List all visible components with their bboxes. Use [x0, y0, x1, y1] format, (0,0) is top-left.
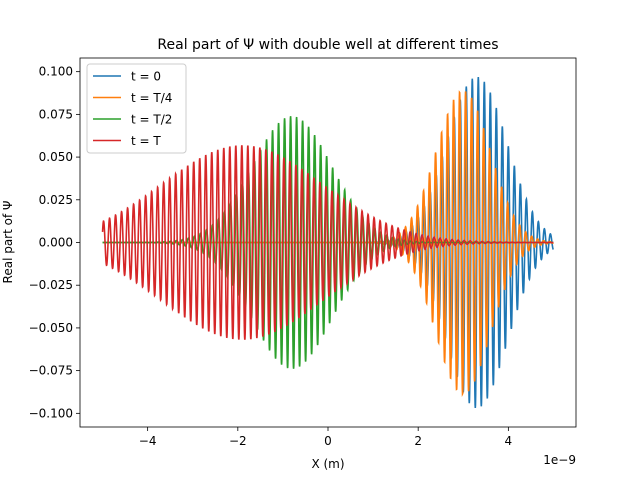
plot-lines: [101, 76, 554, 409]
x-tick-label: 2: [414, 434, 422, 448]
x-axis-ticks: −4 −2 0 2 4: [139, 427, 512, 448]
legend-label: t = T/2: [131, 113, 172, 127]
x-tick-label: −4: [139, 434, 157, 448]
series-line-4: [101, 145, 554, 340]
y-tick-label: 0.100: [39, 65, 73, 79]
y-tick-label: 0.025: [39, 193, 73, 207]
y-tick-label: 0.075: [39, 107, 73, 121]
x-offset-label: 1e−9: [543, 453, 576, 467]
x-tick-label: −2: [229, 434, 247, 448]
legend-label: t = 0: [131, 70, 161, 84]
x-tick-label: 4: [505, 434, 513, 448]
y-tick-label: 0.050: [39, 150, 73, 164]
y-tick-label: −0.075: [29, 364, 73, 378]
x-tick-label: 0: [324, 434, 332, 448]
y-axis-label: Real part of Ψ: [1, 201, 15, 284]
legend-label: t = T/4: [131, 91, 172, 105]
y-tick-label: −0.025: [29, 278, 73, 292]
legend-label: t = T: [131, 134, 161, 148]
legend-box: [86, 63, 187, 154]
y-tick-label: −0.100: [29, 406, 73, 420]
y-tick-label: −0.050: [29, 321, 73, 335]
x-axis-label: X (m): [311, 457, 344, 471]
y-tick-label: 0.000: [39, 236, 73, 250]
y-axis-ticks: −0.100 −0.075 −0.050 −0.025 0.000 0.025 0.050 0…: [29, 65, 80, 420]
legend: t = 0 t = T/4 t = T/2 t = T: [86, 63, 187, 154]
chart-title: Real part of Ψ with double well at diffe…: [157, 37, 498, 53]
